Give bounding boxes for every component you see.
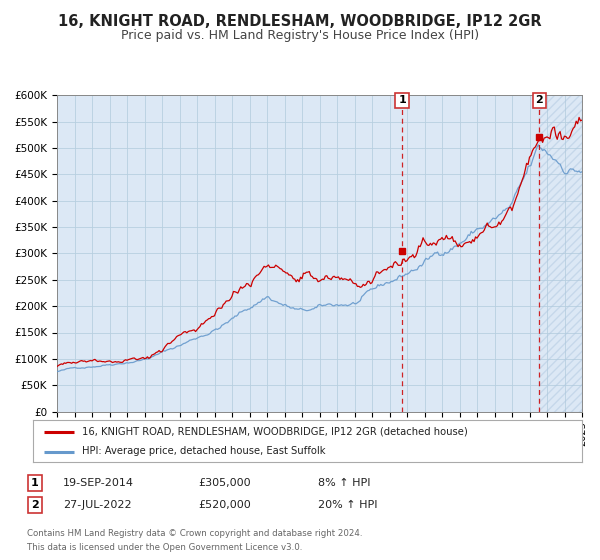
Text: 8% ↑ HPI: 8% ↑ HPI [318,478,371,488]
Text: 1: 1 [31,478,38,488]
Text: 27-JUL-2022: 27-JUL-2022 [63,500,131,510]
Text: This data is licensed under the Open Government Licence v3.0.: This data is licensed under the Open Gov… [27,543,302,552]
Text: Contains HM Land Registry data © Crown copyright and database right 2024.: Contains HM Land Registry data © Crown c… [27,529,362,538]
Text: 2: 2 [31,500,38,510]
Text: 16, KNIGHT ROAD, RENDLESHAM, WOODBRIDGE, IP12 2GR (detached house): 16, KNIGHT ROAD, RENDLESHAM, WOODBRIDGE,… [82,427,468,437]
Text: £305,000: £305,000 [198,478,251,488]
Text: 19-SEP-2014: 19-SEP-2014 [63,478,134,488]
Text: 1: 1 [398,95,406,105]
Text: HPI: Average price, detached house, East Suffolk: HPI: Average price, detached house, East… [82,446,326,456]
Text: 16, KNIGHT ROAD, RENDLESHAM, WOODBRIDGE, IP12 2GR: 16, KNIGHT ROAD, RENDLESHAM, WOODBRIDGE,… [58,14,542,29]
Text: £520,000: £520,000 [198,500,251,510]
Text: Price paid vs. HM Land Registry's House Price Index (HPI): Price paid vs. HM Land Registry's House … [121,29,479,42]
Text: 20% ↑ HPI: 20% ↑ HPI [318,500,377,510]
Text: 2: 2 [536,95,544,105]
